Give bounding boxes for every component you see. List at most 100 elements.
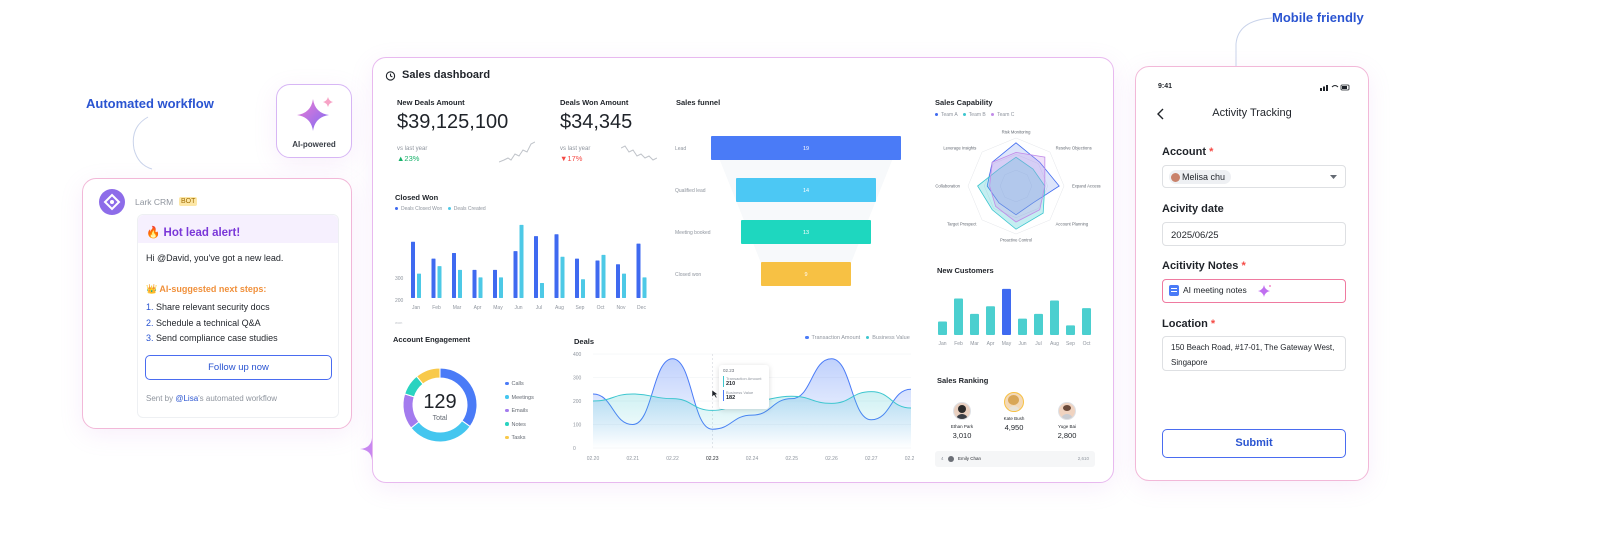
- new-deals-change: ▲23%: [397, 154, 420, 163]
- new-customers-x-label: Apr: [987, 341, 995, 347]
- capability-title: Sales Capability: [935, 98, 993, 107]
- closed-won-x-label: Jun: [514, 305, 522, 311]
- sent-by-footer: Sent by @Lisa's automated workflow: [146, 394, 278, 403]
- avatar: [1171, 173, 1180, 183]
- hot-lead-title: 🔥 Hot lead alert!: [146, 227, 241, 239]
- deals-x-label: 02.20: [587, 456, 600, 462]
- engagement-total: 129: [423, 391, 457, 413]
- closed-won-x-label: Mar: [453, 305, 462, 311]
- new-customers-x-label: Jan: [938, 341, 946, 347]
- funnel-bar: [741, 220, 871, 244]
- doc-icon: [1169, 285, 1179, 296]
- steps-heading: 👑 AI-suggested next steps:: [146, 284, 267, 294]
- donut-slice: [410, 420, 471, 443]
- date-field[interactable]: 2025/06/25: [1162, 222, 1346, 246]
- automated-connector-line: [132, 116, 153, 170]
- closed-won-x-label: Jan: [412, 305, 420, 311]
- new-customers-x-label: Aug: [1050, 341, 1059, 347]
- legend-item: Meetings: [505, 392, 534, 406]
- new-customers-bar: [1018, 318, 1027, 335]
- deals-tooltip: 02.23 Transaction Amount 210 Business Va…: [719, 365, 769, 409]
- closed-won-bar: [478, 277, 483, 298]
- funnel-value: 9: [804, 272, 807, 278]
- legend-item: Emails: [505, 405, 534, 419]
- radar-axis-label: Resolve Objections: [1056, 145, 1092, 150]
- deals-x-label: 02.27: [865, 456, 878, 462]
- engagement-donut: [402, 367, 478, 443]
- cursor-icon: [711, 389, 719, 399]
- mobile-activity-card: 9:41 Activity Tracking Account * Melisa …: [1135, 66, 1369, 481]
- closed-won-bar: [437, 266, 442, 298]
- status-icons: [1320, 84, 1350, 91]
- closed-won-bar: [534, 236, 538, 298]
- funnel-bar: [761, 262, 851, 286]
- greeting-text: Hi @David, you've got a new lead.: [146, 253, 284, 263]
- closed-won-x-label: Feb: [432, 305, 441, 311]
- closed-won-x-label: Oct: [597, 305, 605, 311]
- closed-won-bar: [642, 277, 647, 298]
- notes-field[interactable]: AI meeting notes: [1162, 279, 1346, 303]
- new-deals-label: New Deals Amount: [397, 98, 465, 107]
- deals-y-label: 200: [573, 399, 582, 405]
- radar-axis-label: Proactive Control: [1000, 238, 1032, 243]
- legend-item: Tasks: [505, 432, 534, 446]
- sales-dashboard: Sales dashboard New Deals Amount $39,125…: [372, 57, 1114, 483]
- avatar: [1058, 402, 1076, 420]
- deals-x-label: 02.21: [626, 456, 639, 462]
- funnel-value: 14: [803, 188, 809, 194]
- radar-grid: [999, 169, 1033, 203]
- back-chevron-icon[interactable]: [1156, 107, 1166, 121]
- message-header: 🔥 Hot lead alert!: [138, 215, 338, 243]
- funnel-value: 13: [803, 230, 809, 236]
- deals-won-change: ▼17%: [560, 154, 583, 163]
- closed-won-bar: [595, 260, 600, 298]
- deals-x-label: 02.26: [825, 456, 838, 462]
- new-customers-bar: [986, 306, 995, 335]
- sales-capability-radar: Risk Monitoring Resolve Objections Expand …: [935, 130, 1100, 243]
- funnel-label: Qualified lead: [675, 188, 706, 194]
- deals-area-2: [593, 391, 911, 448]
- submit-button[interactable]: Submit: [1162, 429, 1346, 458]
- step-item: 2. Schedule a technical Q&A: [146, 317, 261, 328]
- ranking-person: Ethan Park 3,010: [947, 402, 977, 440]
- deals-x-label: 02.24: [746, 456, 759, 462]
- closed-won-bar: [493, 269, 497, 298]
- status-time: 9:41: [1158, 83, 1173, 90]
- ai-sparkle-icon: [1258, 285, 1271, 297]
- ranking-person: Yuge Bai 2,800: [1052, 402, 1082, 440]
- engagement-total-label: Total: [432, 415, 448, 422]
- tooltip-row: Transaction Amount 210: [723, 376, 765, 387]
- sparkle-icon: [297, 97, 333, 131]
- deals-y-label: 400: [573, 352, 582, 358]
- deals-won-sparkline: [621, 145, 657, 161]
- ranking-person: Kate Bush 4,950: [999, 392, 1029, 432]
- new-customers-bar: [1050, 300, 1059, 335]
- mobile-title: Activity Tracking: [1212, 107, 1292, 119]
- location-field[interactable]: 150 Beach Road, #17-01, The Gateway West…: [1162, 336, 1346, 371]
- deals-x-label: 02.23: [706, 456, 719, 462]
- ranking-title: Sales Ranking: [937, 376, 989, 385]
- account-select[interactable]: Melisa chu: [1162, 165, 1346, 188]
- donut-slice: [415, 367, 441, 385]
- new-customers-x-label: Feb: [954, 341, 963, 347]
- mobile-connector-line: [1235, 17, 1273, 66]
- closed-won-tick: 300: [395, 276, 404, 282]
- closed-won-bar: [540, 283, 544, 298]
- follow-up-button[interactable]: Follow up now: [145, 355, 332, 380]
- closed-won-x-label: Dec: [637, 305, 646, 311]
- new-customers-x-label: Mar: [970, 341, 979, 347]
- closed-won-bar: [575, 258, 579, 298]
- radar-series-2: [977, 156, 1046, 230]
- closed-won-bar: [499, 277, 503, 298]
- new-customers-bar: [970, 313, 979, 335]
- dashboard-title: Sales dashboard: [402, 69, 491, 81]
- funnel-bar: [736, 178, 876, 202]
- deals-x-label: 02.28: [905, 456, 914, 462]
- deals-legend: Transaction Amount Business Value: [805, 335, 910, 341]
- closed-won-x-label: May: [493, 305, 503, 311]
- timer-icon: [385, 71, 396, 81]
- deals-x-label: 02.25: [785, 456, 798, 462]
- new-customers-bar: [1066, 325, 1075, 335]
- ai-powered-badge: AI-powered: [276, 84, 352, 158]
- radar-axis-label: Account Planning: [1056, 222, 1089, 227]
